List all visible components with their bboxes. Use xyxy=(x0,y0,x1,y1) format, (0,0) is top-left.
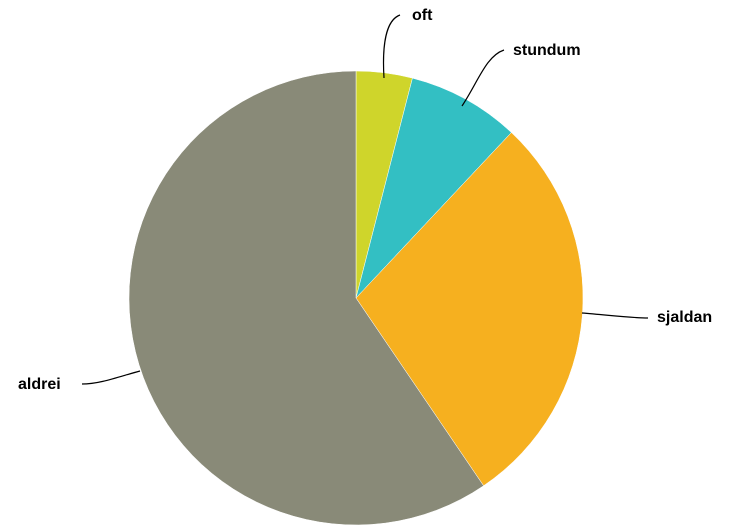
slice-label-oft: oft xyxy=(412,7,433,24)
pie-slice-stundum xyxy=(355,77,512,299)
leader-line-sjaldan xyxy=(581,312,649,319)
pie-slice-aldrei xyxy=(128,70,484,526)
leader-lines-layer xyxy=(81,14,649,385)
slices-layer xyxy=(128,70,584,526)
leader-line-stundum xyxy=(461,49,505,107)
labels-layer: oft stundum sjaldan aldrei xyxy=(18,7,712,393)
leader-line-oft xyxy=(382,14,401,79)
slice-label-aldrei: aldrei xyxy=(18,376,61,393)
pie-slice-sjaldan xyxy=(355,132,584,487)
slice-label-stundum: stundum xyxy=(513,42,581,59)
slice-label-sjaldan: sjaldan xyxy=(657,309,712,326)
leader-line-aldrei xyxy=(81,370,141,385)
